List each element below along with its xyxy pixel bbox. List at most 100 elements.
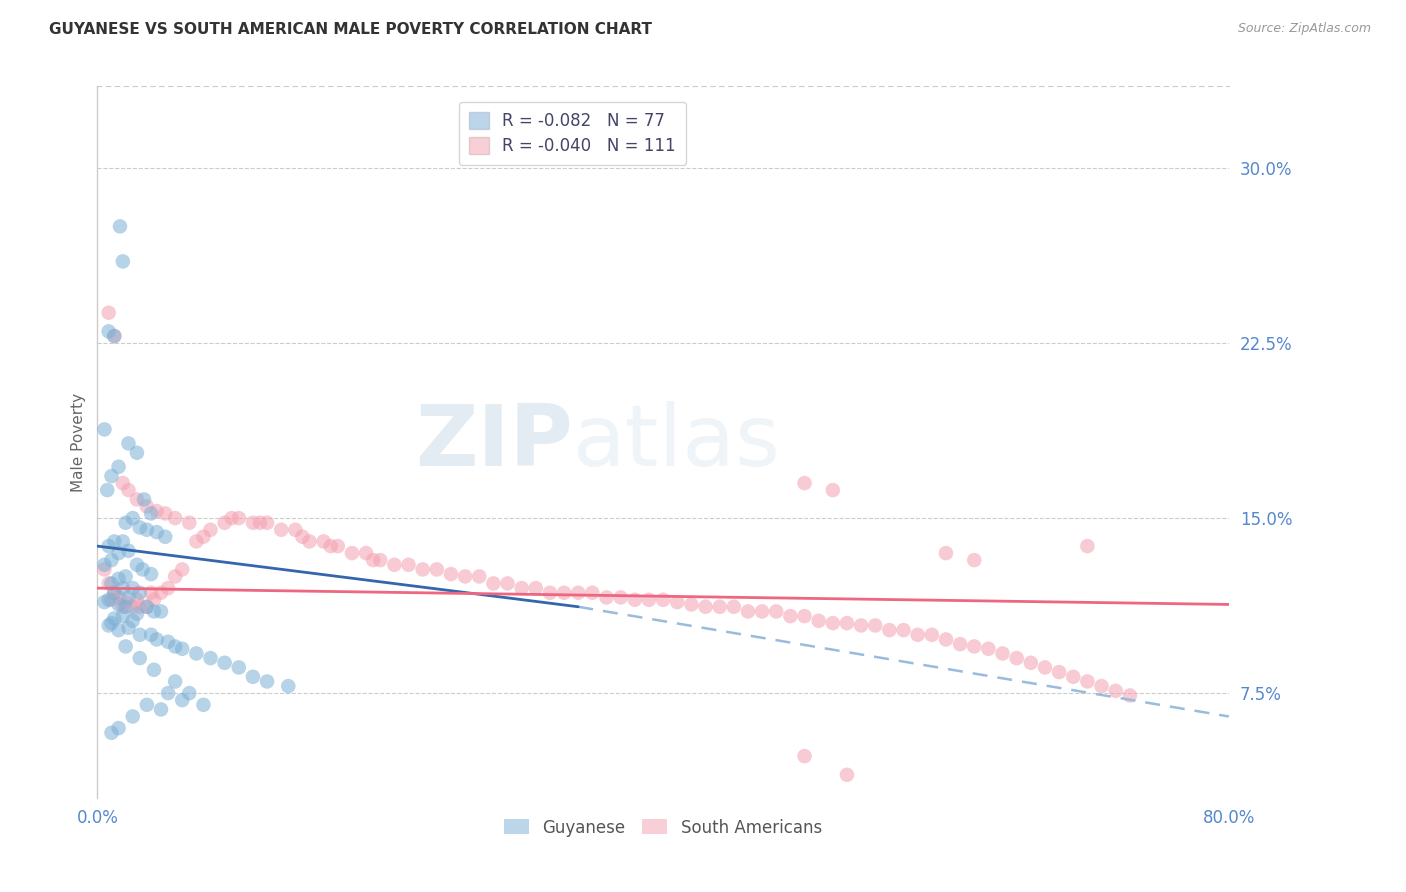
Point <box>97 576 120 591</box>
Point <box>172 693 194 707</box>
Point <box>103 329 125 343</box>
Point <box>103 611 125 625</box>
Point <box>1062 670 1084 684</box>
Point <box>963 640 986 654</box>
Point <box>135 523 157 537</box>
Point <box>97 592 120 607</box>
Point <box>165 674 187 689</box>
Point <box>200 651 222 665</box>
Point <box>793 749 815 764</box>
Point <box>135 599 157 614</box>
Point <box>1119 689 1142 703</box>
Point <box>1019 656 1042 670</box>
Point <box>186 647 208 661</box>
Point <box>284 523 307 537</box>
Point <box>93 558 115 572</box>
Point <box>179 516 201 530</box>
Point <box>1047 665 1070 679</box>
Point <box>553 586 575 600</box>
Text: atlas: atlas <box>572 401 780 483</box>
Point <box>312 534 335 549</box>
Point <box>107 598 129 612</box>
Point <box>97 325 120 339</box>
Point <box>150 604 173 618</box>
Point <box>117 621 139 635</box>
Text: Source: ZipAtlas.com: Source: ZipAtlas.com <box>1237 22 1371 36</box>
Point <box>145 504 167 518</box>
Point <box>100 592 122 607</box>
Point <box>398 558 420 572</box>
Point <box>125 592 148 607</box>
Point <box>609 591 631 605</box>
Point <box>117 483 139 497</box>
Point <box>1076 539 1098 553</box>
Point <box>298 534 321 549</box>
Point <box>139 586 162 600</box>
Point <box>468 569 491 583</box>
Point <box>1105 683 1128 698</box>
Point <box>193 698 215 712</box>
Point <box>103 329 125 343</box>
Point <box>121 581 143 595</box>
Point <box>221 511 243 525</box>
Point <box>214 516 236 530</box>
Point <box>121 709 143 723</box>
Point <box>121 614 143 628</box>
Point <box>165 569 187 583</box>
Point <box>107 459 129 474</box>
Point <box>142 592 165 607</box>
Point <box>893 623 915 637</box>
Point <box>150 702 173 716</box>
Point <box>145 525 167 540</box>
Point <box>695 599 717 614</box>
Point <box>111 599 134 614</box>
Point <box>132 492 155 507</box>
Point <box>921 628 943 642</box>
Point <box>114 516 136 530</box>
Point <box>100 553 122 567</box>
Point <box>935 632 957 647</box>
Point <box>510 581 533 595</box>
Point <box>723 599 745 614</box>
Text: GUYANESE VS SOUTH AMERICAN MALE POVERTY CORRELATION CHART: GUYANESE VS SOUTH AMERICAN MALE POVERTY … <box>49 22 652 37</box>
Point <box>1005 651 1028 665</box>
Point <box>155 530 177 544</box>
Point <box>165 511 187 525</box>
Point <box>949 637 972 651</box>
Point <box>524 581 547 595</box>
Point <box>172 562 194 576</box>
Point <box>186 534 208 549</box>
Point <box>482 576 505 591</box>
Point <box>107 546 129 560</box>
Point <box>117 591 139 605</box>
Point <box>142 604 165 618</box>
Point <box>179 686 201 700</box>
Point <box>172 641 194 656</box>
Point <box>139 628 162 642</box>
Point <box>128 651 150 665</box>
Legend: Guyanese, South Americans: Guyanese, South Americans <box>498 812 828 843</box>
Point <box>135 599 157 614</box>
Point <box>849 618 872 632</box>
Point <box>139 567 162 582</box>
Point <box>412 562 434 576</box>
Point <box>963 553 986 567</box>
Point <box>93 422 115 436</box>
Point <box>157 686 180 700</box>
Point <box>319 539 342 553</box>
Point <box>426 562 449 576</box>
Point <box>291 530 314 544</box>
Point <box>709 599 731 614</box>
Point <box>865 618 887 632</box>
Point <box>779 609 801 624</box>
Point <box>111 609 134 624</box>
Point <box>128 599 150 614</box>
Point <box>103 534 125 549</box>
Point <box>100 616 122 631</box>
Point <box>991 647 1014 661</box>
Point <box>155 507 177 521</box>
Point <box>139 507 162 521</box>
Point <box>97 618 120 632</box>
Point <box>249 516 271 530</box>
Point <box>382 558 405 572</box>
